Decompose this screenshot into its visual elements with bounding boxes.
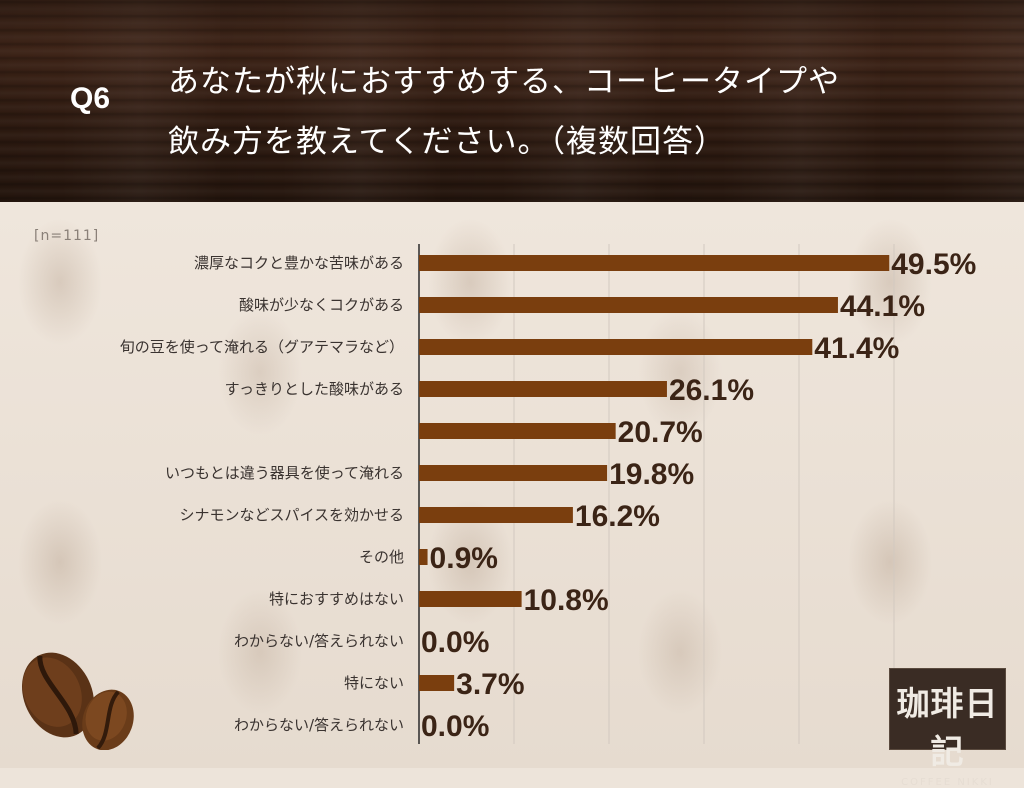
value-label: 44.1% <box>840 290 925 323</box>
bar <box>419 507 573 523</box>
value-label: 49.5% <box>891 248 976 281</box>
value-label: 0.0% <box>421 626 489 659</box>
question-number: Q6 <box>70 82 111 115</box>
category-label: 旬の豆を使って淹れる（グアテマラなど） <box>120 338 404 356</box>
category-label: わからない/答えられない <box>234 716 404 734</box>
coffee-beans-icon <box>22 652 134 750</box>
category-label: 酸味が少なくコクがある <box>239 296 404 314</box>
bar <box>419 591 522 607</box>
value-label: 3.7% <box>456 668 524 701</box>
bar <box>419 465 608 481</box>
question-title-line2: 飲み方を教えてください。（複数回答） <box>168 124 727 160</box>
damask-background <box>0 202 1024 768</box>
value-label: 26.1% <box>669 374 754 407</box>
bar <box>419 255 890 271</box>
category-label: その他 <box>359 548 404 566</box>
value-label: 19.8% <box>609 458 694 491</box>
category-label: 特にない <box>344 674 404 692</box>
value-label: 16.2% <box>575 500 660 533</box>
header-banner <box>0 0 1024 202</box>
sample-size-label: [n=111] <box>34 228 100 244</box>
bar <box>419 423 616 439</box>
value-label: 41.4% <box>814 332 899 365</box>
value-label: 0.0% <box>421 710 489 743</box>
value-label: 10.8% <box>524 584 609 617</box>
bar <box>419 339 813 355</box>
category-label: すっきりとした酸味がある <box>225 380 404 398</box>
category-label: わからない/答えられない <box>234 632 404 650</box>
logo-main-text: 珈琲日記 <box>896 684 999 771</box>
value-label: 0.9% <box>430 542 498 575</box>
bar-chart: 濃厚なコクと豊かな苦味がある 49.5% 酸味が少なくコクがある 44.1% 旬の豆を使… <box>120 244 976 744</box>
coffee-nikki-logo: 珈琲日記 COFFEE NIKKI <box>889 668 1006 788</box>
category-label: シナモンなどスパイスを効かせる <box>179 506 404 524</box>
category-label: 特におすすめはない <box>269 590 404 608</box>
category-label: いつもとは違う器具を使って淹れる <box>165 464 404 482</box>
category-label: 濃厚なコクと豊かな苦味がある <box>194 254 404 272</box>
bar <box>419 549 428 565</box>
bar <box>419 675 455 691</box>
bar <box>419 297 838 313</box>
question-title-line1: あなたが秋におすすめする、コーヒータイプや <box>168 64 840 100</box>
logo-sub-text: COFFEE NIKKI <box>901 777 994 788</box>
bar <box>419 381 667 397</box>
value-label: 20.7% <box>618 416 703 449</box>
question-title: あなたが秋におすすめする、コーヒータイプや 飲み方を教えてください。（複数回答） <box>168 52 988 172</box>
